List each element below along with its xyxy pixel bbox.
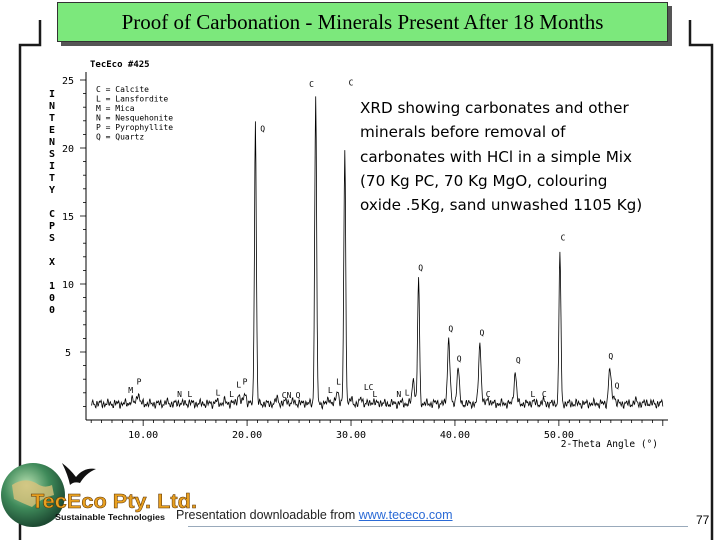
y-tick-label: 10 [62,280,74,291]
legend-entry: Q = Quartz [96,133,144,142]
bird-icon [62,463,96,485]
x-axis-label: 2-Theta Angle (°) [561,439,658,450]
peak-label: C [561,233,566,242]
peak-label: Q [296,391,301,400]
y-axis-label-char: I [49,89,55,100]
legend-entry: P = Pyrophyllite [96,123,173,132]
y-axis-label-char: S [49,149,55,160]
peak-label: P [137,378,142,387]
logo-tagline: Sustainable Technologies [55,512,165,522]
annotation-line: carbonates with HCl in a simple Mix [360,147,633,166]
y-axis-label-char: I [49,161,55,172]
annotation-line: minerals before removal of [360,123,566,142]
peak-label: Q [260,125,265,134]
chart-title: TecEco #425 [90,60,150,70]
peak-label: Q [418,263,423,272]
frame-border [18,20,714,540]
y-tick-label: 5 [65,348,71,359]
footer-text: Presentation downloadable from [176,508,359,522]
peak-label: C [542,390,547,399]
peak-label: Q [608,352,613,361]
peak-label: Q [516,356,521,365]
y-axis-label-char: P [49,221,55,232]
page-number: 77 [696,513,710,527]
slide-title: Proof of Carbonation - Minerals Present … [57,2,668,42]
footer-divider [188,526,688,527]
y-axis-label-char: T [49,113,55,124]
footer: Presentation downloadable from www.tecec… [176,508,453,522]
legend-entry: N = Nesquehonite [96,114,173,123]
legend-entry: L = Lansfordite [96,95,168,104]
slide-title-text: Proof of Carbonation - Minerals Present … [121,9,604,34]
y-axis-label-char: T [49,173,55,184]
peak-label: Q [615,382,620,391]
y-tick-label: 20 [62,144,74,155]
peak-label: L [530,390,535,399]
peak-label: L [336,378,341,387]
peak-label: CN [282,391,292,400]
y-axis-label-char: 1 [49,281,55,292]
tececo-logo: TecEco Pty. Ltd. Sustainable Technologie… [1,463,197,527]
peak-label: Q [448,325,453,334]
y-axis-label-char: S [49,233,55,244]
y-axis-label-char: E [49,125,55,136]
y-axis-label-char: C [49,209,55,220]
peak-label: P [243,378,248,387]
peak-label: L [236,380,241,389]
peak-label: L [373,390,378,399]
legend-entry: C = Calcite [96,85,149,94]
footer-link[interactable]: www.tececo.com [358,508,453,522]
y-axis-label-char: 0 [49,293,55,304]
annotation-line: (70 Kg PC, 70 Kg MgO, colouring [360,171,608,190]
peak-label: Q [457,355,462,364]
x-tick-label: 30.00 [336,430,366,441]
annotation-line: XRD showing carbonates and other [360,99,629,117]
legend-entry: M = Mica [96,104,135,113]
y-tick-label: 15 [62,212,74,223]
peak-label: C [349,78,354,87]
peak-label: L [229,390,234,399]
x-tick-label: 20.00 [232,430,262,441]
peak-label: L [405,389,410,398]
y-tick-label: 25 [62,76,74,87]
peak-label: L [328,386,333,395]
peak-label: N [177,390,182,399]
peak-label: C [486,390,491,399]
x-tick-label: 10.00 [128,430,158,441]
xrd-chart: 5 10 15 20 25 10.00 20.00 30.00 40.00 50.00 2-Thet… [43,55,676,450]
logo-company: TecEco Pty. Ltd. [31,491,197,513]
y-axis-label-char: N [49,137,55,148]
y-axis-label-char: N [49,101,55,112]
y-axis-label-char: 0 [49,305,55,316]
x-tick-label: 40.00 [440,430,470,441]
peak-label: L [188,390,193,399]
peak-label: L [216,389,221,398]
peak-label: C [309,80,314,89]
peak-label: Q [480,329,485,338]
x-tick-label: 50.00 [544,430,574,441]
y-axis-label-char: Y [49,185,55,196]
chart-annotation: XRD showing carbonates and other minerals… [360,96,680,217]
annotation-line: oxide .5Kg, sand unwashed 1105 Kg) [360,196,643,215]
xrd-trace [91,96,664,411]
peak-label: LC [364,383,374,392]
y-axis-label-char: X [49,257,55,268]
peak-label: M [128,386,133,395]
peak-label: N [396,390,401,399]
